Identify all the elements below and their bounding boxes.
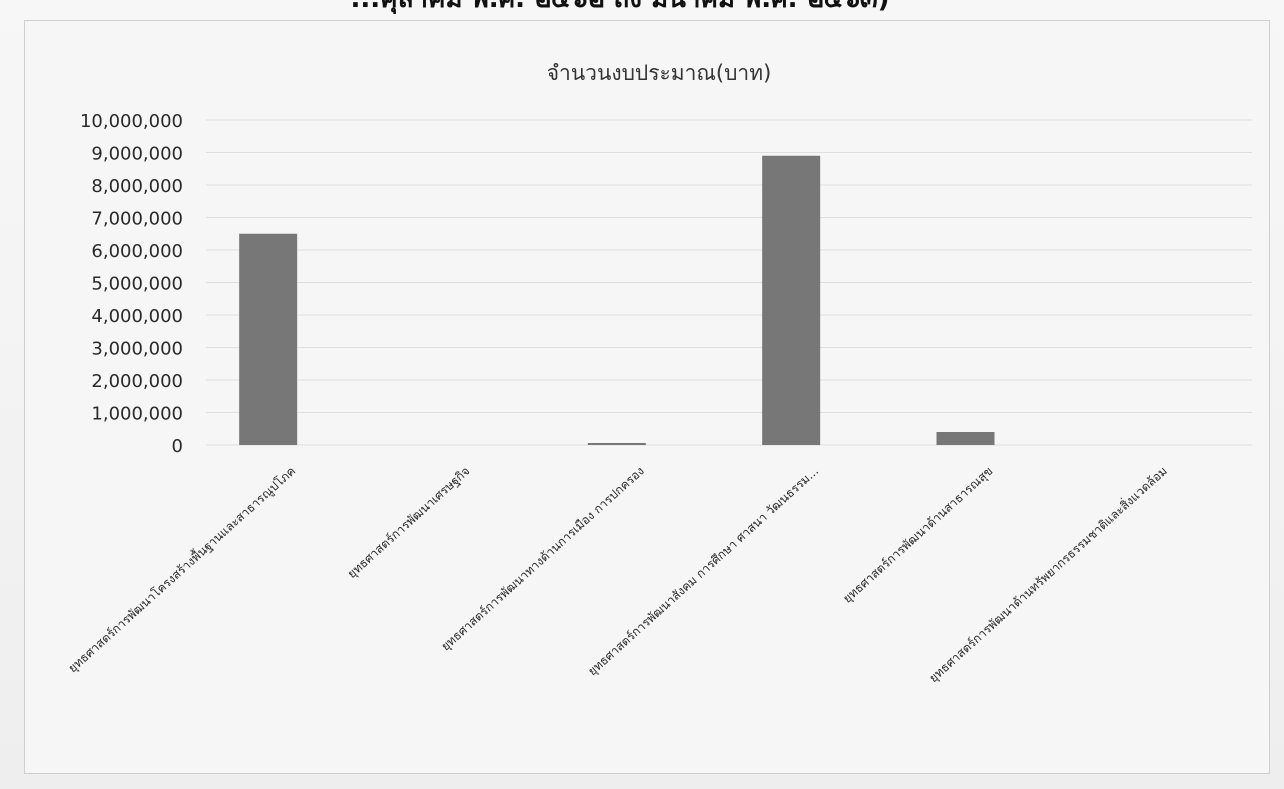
y-tick-label: 10,000,000	[80, 111, 183, 132]
chart-frame	[24, 20, 1270, 774]
y-tick-label: 6,000,000	[91, 241, 183, 262]
x-category-label: ยุทธศาสตร์การพัฒนาทางด้านการเมือง การปกค…	[438, 464, 647, 654]
y-tick-label: 0	[172, 436, 183, 457]
y-tick-label: 4,000,000	[91, 306, 183, 327]
y-tick-label: 9,000,000	[91, 144, 183, 165]
page-heading: ...คุลาคม พ.ศ. ๒๕๖๒ ถึง มีนาคม พ.ศ. ๒๕๖๓…	[210, 0, 1030, 14]
y-tick-label: 8,000,000	[91, 176, 183, 197]
bar	[239, 233, 298, 445]
x-category-label: ยุทธศาสตร์การพัฒนาเศรษฐกิจ	[345, 464, 473, 582]
bar	[587, 443, 646, 445]
bar	[936, 432, 995, 445]
y-tick-label: 2,000,000	[91, 371, 183, 392]
y-tick-label: 7,000,000	[91, 209, 183, 230]
y-tick-label: 3,000,000	[91, 339, 183, 360]
bar	[762, 155, 821, 445]
x-category-label: ยุทธศาสตร์การพัฒนาด้านสาธารณสุข	[840, 464, 996, 606]
y-tick-label: 5,000,000	[91, 274, 183, 295]
chart-title: จำนวนงบประมาณ(บาท)	[547, 61, 772, 85]
x-category-label: ยุทธศาสตร์การพัฒนาโครงสร้างพื้นฐานและสาธ…	[64, 462, 299, 676]
y-tick-label: 1,000,000	[91, 404, 183, 425]
